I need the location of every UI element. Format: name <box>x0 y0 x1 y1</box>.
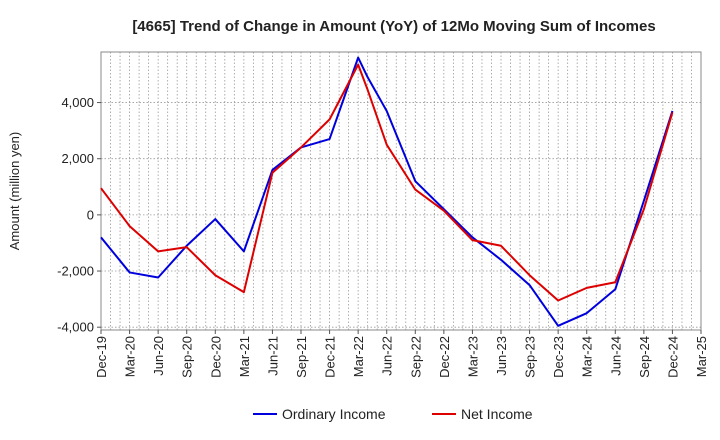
series-layer <box>100 56 674 327</box>
plot-frame <box>100 51 702 331</box>
ordinary-income-line <box>100 56 674 327</box>
x-tick-label: Sep-21 <box>294 336 309 378</box>
x-tick-label: Dec-19 <box>94 336 109 378</box>
x-tick-label: Jun-21 <box>265 336 280 376</box>
net-income-line <box>100 63 674 302</box>
chart-title: [4665] Trend of Change in Amount (YoY) o… <box>132 18 655 35</box>
x-tick-label: Jun-23 <box>494 336 509 376</box>
y-tick-label: -2,000 <box>57 264 94 279</box>
x-tick-label: Jun-20 <box>151 336 166 376</box>
x-tick-label: Mar-24 <box>580 336 595 377</box>
x-tick-label: Mar-20 <box>123 336 138 377</box>
x-tick-label: Mar-25 <box>694 336 709 377</box>
legend: Ordinary Income Net Income <box>253 406 533 422</box>
x-tick-label: Mar-22 <box>351 336 366 377</box>
x-tick-label: Dec-23 <box>551 336 566 378</box>
y-axis-label: Amount (million yen) <box>7 132 22 251</box>
y-axis-ticks: -4,000 -2,000 0 2,000 4,000 <box>57 95 101 335</box>
x-tick-label: Dec-24 <box>665 336 680 378</box>
x-tick-label: Dec-21 <box>323 336 338 378</box>
x-tick-label: Jun-24 <box>608 336 623 376</box>
x-tick-label: Jun-22 <box>380 336 395 376</box>
grid <box>101 52 701 330</box>
legend-label-net-income: Net Income <box>461 406 533 422</box>
x-tick-label: Mar-23 <box>465 336 480 377</box>
x-tick-label: Dec-20 <box>208 336 223 378</box>
x-tick-label: Sep-23 <box>523 336 538 378</box>
y-tick-label: 2,000 <box>61 151 94 166</box>
x-axis-ticks: Dec-19 Mar-20 Jun-20 Sep-20 Dec-20 Mar-21 Jun-… <box>94 330 709 378</box>
x-tick-label: Mar-21 <box>237 336 252 377</box>
x-tick-label: Sep-20 <box>180 336 195 378</box>
y-tick-label: -4,000 <box>57 320 94 335</box>
x-tick-label: Sep-24 <box>637 336 652 378</box>
legend-label-ordinary-income: Ordinary Income <box>282 406 386 422</box>
x-tick-label: Dec-22 <box>437 336 452 378</box>
y-tick-label: 0 <box>87 207 94 222</box>
x-tick-label: Sep-22 <box>408 336 423 378</box>
y-tick-label: 4,000 <box>61 95 94 110</box>
